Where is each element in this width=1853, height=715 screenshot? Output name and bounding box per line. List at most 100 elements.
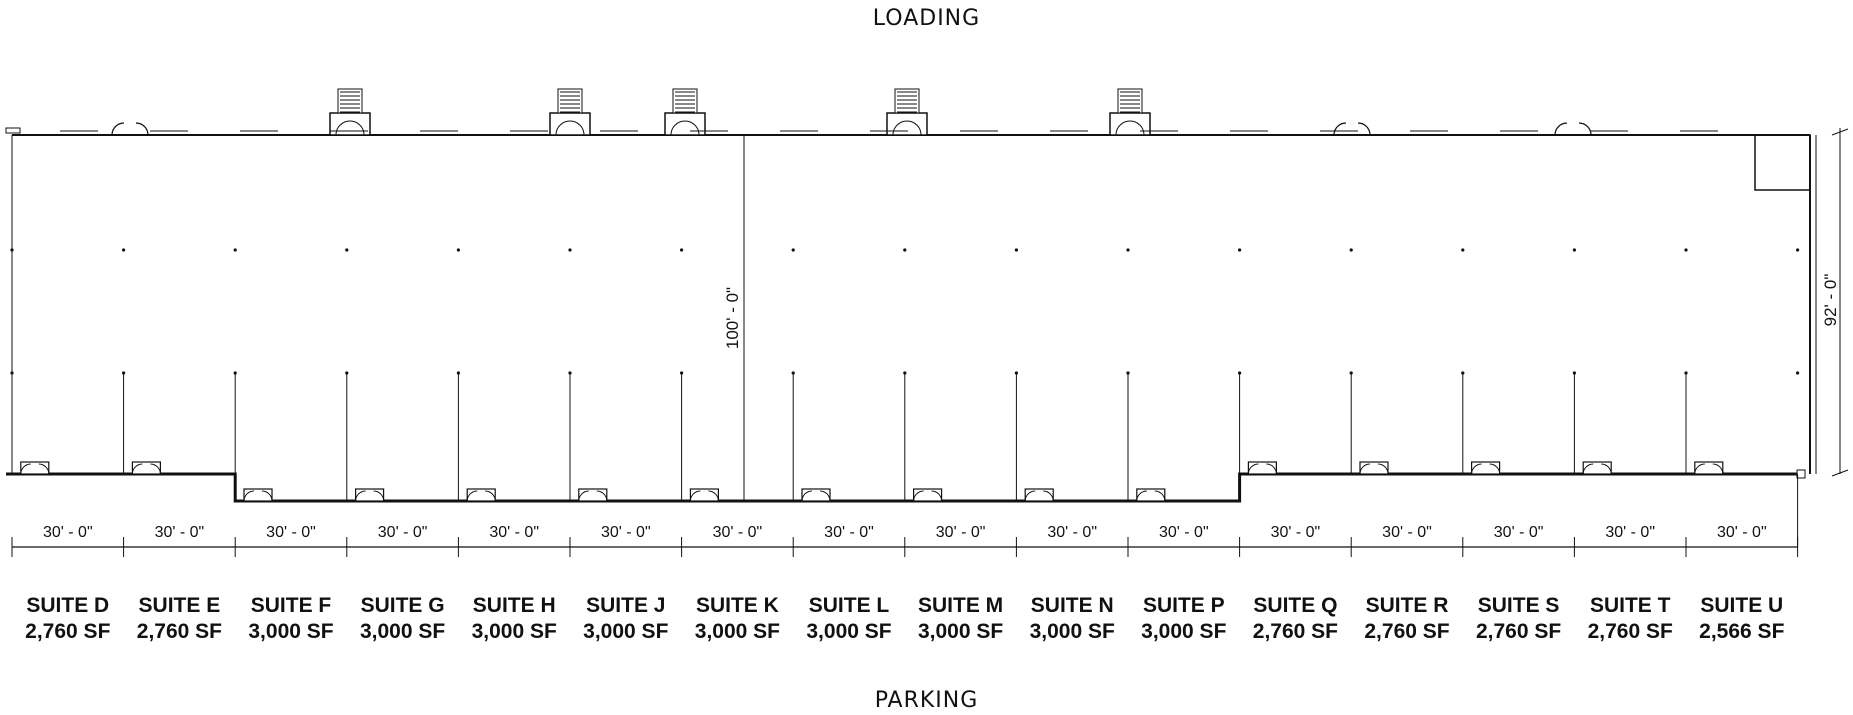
dock-door <box>329 88 371 136</box>
door-swing <box>578 490 608 502</box>
dock-ramp <box>557 88 583 114</box>
door-swing <box>243 490 273 502</box>
suite-area: 3,000 SF <box>1030 620 1115 643</box>
column-dot <box>10 248 14 252</box>
suite-area: 2,760 SF <box>1253 620 1338 643</box>
column-dot <box>791 248 795 252</box>
suite: 30' - 0" SUITE P 3,000 SF <box>1127 373 1227 643</box>
suite-area: 2,760 SF <box>1588 620 1673 643</box>
door-swing <box>1359 463 1389 475</box>
column-dot <box>1572 248 1576 252</box>
storefront-door <box>1470 461 1501 475</box>
door-swing <box>1471 463 1501 475</box>
building-outline: 100' - 0" 92' - 0" <box>5 88 1849 548</box>
suite-name: SUITE P <box>1143 594 1225 617</box>
door-swing <box>1247 463 1277 475</box>
dock-door <box>664 88 706 136</box>
suite: 30' - 0" SUITE L 3,000 SF <box>792 373 892 643</box>
dock-ramp <box>672 88 698 114</box>
suite-area: 3,000 SF <box>806 620 891 643</box>
suite-name: SUITE F <box>251 594 332 617</box>
suite-width-label: 30' - 0" <box>155 524 205 541</box>
suite-width-label: 30' - 0" <box>43 524 93 541</box>
dock-ramp <box>894 88 920 114</box>
suite-width-label: 30' - 0" <box>489 524 539 541</box>
suite: 30' - 0" SUITE J 3,000 SF <box>569 373 669 643</box>
storefront-door <box>689 488 720 502</box>
suite-name: SUITE R <box>1366 594 1449 617</box>
depth-dimension-text: 100' - 0" <box>723 287 742 349</box>
column-dot <box>568 248 572 252</box>
door-swing <box>335 120 365 136</box>
suite-width-label: 30' - 0" <box>1047 524 1097 541</box>
suite: 30' - 0" SUITE S 2,760 SF <box>1462 373 1561 643</box>
door-swing <box>1582 463 1612 475</box>
suite: 30' - 0" SUITE F 3,000 SF <box>234 373 334 643</box>
suite-width-label: 30' - 0" <box>1605 524 1655 541</box>
right-dimension-tick <box>1831 128 1849 136</box>
suite-area: 3,000 SF <box>1141 620 1226 643</box>
suite-width-label: 30' - 0" <box>1382 524 1432 541</box>
suite-area: 2,760 SF <box>137 620 222 643</box>
loading-man-door <box>1333 122 1371 136</box>
storefront-door <box>1582 461 1612 475</box>
loading-man-door <box>111 122 149 136</box>
storefront-door <box>466 488 496 502</box>
suite-name: SUITE Q <box>1253 594 1337 617</box>
column-dot <box>680 248 684 252</box>
storefront-door <box>1136 488 1166 502</box>
storefront-door <box>1359 461 1389 475</box>
column-dot <box>1796 371 1800 375</box>
column-dot <box>1684 248 1688 252</box>
suite-group: 30' - 0" SUITE D 2,760 SF 30' - 0" SUITE E 2,… <box>11 373 1799 643</box>
storefront-door <box>1694 461 1724 475</box>
storefront-door <box>578 488 608 502</box>
suite-name: SUITE E <box>139 594 221 617</box>
suite-name: SUITE J <box>586 594 665 617</box>
door-swing <box>355 490 385 502</box>
storefront-door <box>243 488 273 502</box>
suite-area: 2,760 SF <box>1364 620 1449 643</box>
door-swing <box>1694 463 1724 475</box>
suite-area: 2,760 SF <box>25 620 110 643</box>
suite-name: SUITE K <box>696 594 779 617</box>
right-dimension-text: 92' - 0" <box>1821 274 1840 327</box>
door-swing <box>913 490 943 502</box>
storefront-door <box>1024 488 1054 502</box>
door-swing <box>1115 120 1145 136</box>
loading-man-door <box>1554 122 1592 136</box>
door-swing <box>689 490 719 502</box>
column-dot <box>10 371 14 375</box>
suite-area: 2,760 SF <box>1476 620 1561 643</box>
suite: 30' - 0" SUITE T 2,760 SF <box>1573 373 1673 643</box>
dock-ramp <box>1117 88 1143 114</box>
parking-label: PARKING <box>874 688 979 713</box>
suite-area: 3,000 SF <box>695 620 780 643</box>
column-dot <box>903 248 907 252</box>
column-dot <box>122 248 126 252</box>
corner-post <box>1796 469 1806 479</box>
suite: 30' - 0" SUITE E 2,760 SF <box>123 373 222 643</box>
suite-area: 3,000 SF <box>248 620 333 643</box>
suite-name: SUITE T <box>1590 594 1671 617</box>
storefront-door <box>20 461 50 475</box>
door-swing <box>131 463 161 475</box>
column-dot <box>456 248 460 252</box>
dock-door <box>1109 88 1151 136</box>
suite: 30' - 0" SUITE R 2,760 SF <box>1350 373 1450 643</box>
suite: 30' - 0" SUITE Q 2,760 SF <box>1239 373 1338 643</box>
suite-width-label: 30' - 0" <box>824 524 874 541</box>
suite-area: 3,000 SF <box>918 620 1003 643</box>
suite-width-label: 30' - 0" <box>1271 524 1321 541</box>
suite-name: SUITE U <box>1700 594 1783 617</box>
suite-name: SUITE N <box>1031 594 1114 617</box>
door-swing <box>466 490 496 502</box>
column-dot <box>1126 248 1130 252</box>
column-dot <box>1349 248 1353 252</box>
suite-name: SUITE D <box>26 594 109 617</box>
column-dot <box>1461 248 1465 252</box>
suite-width-label: 30' - 0" <box>1159 524 1209 541</box>
suite-width-label: 30' - 0" <box>266 524 316 541</box>
column-dot <box>233 248 237 252</box>
dock-door <box>549 88 591 136</box>
